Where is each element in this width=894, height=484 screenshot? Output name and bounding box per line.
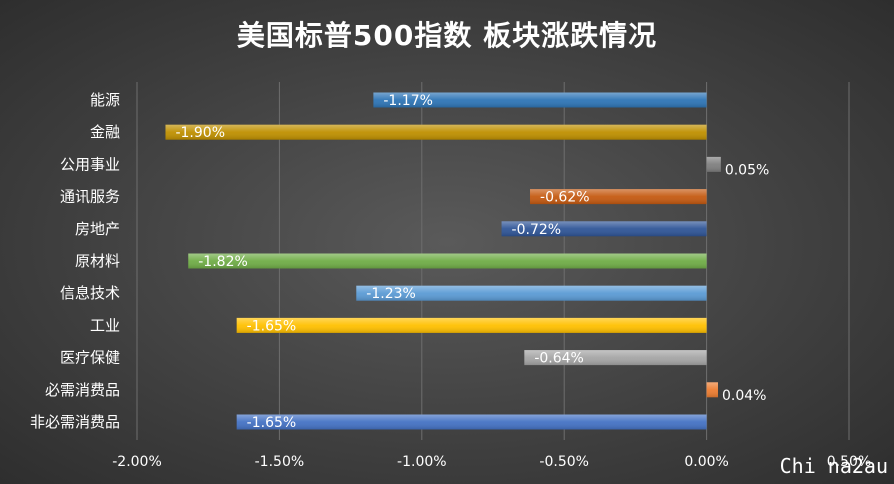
x-tick-label: 0.50% [827, 454, 871, 470]
category-label: 非必需消费品 [30, 413, 120, 431]
category-label: 医疗保健 [60, 349, 120, 367]
data-label: -0.64% [534, 351, 584, 367]
bar-shine [501, 221, 707, 237]
chart-title: 美国标普500指数 板块涨跌情况 [236, 19, 658, 52]
data-label: -1.82% [198, 254, 248, 270]
category-label: 能源 [90, 91, 120, 109]
data-label: -1.65% [247, 318, 297, 334]
category-label: 信息技术 [60, 284, 120, 302]
bar-shine [236, 317, 707, 333]
category-label: 金融 [90, 123, 120, 141]
bar-shine [706, 156, 721, 172]
data-label: -1.23% [366, 286, 416, 302]
category-label: 公用事业 [60, 155, 120, 173]
x-tick-label: -1.00% [397, 454, 447, 470]
bar-shine [188, 253, 707, 269]
bar-shine [373, 92, 707, 108]
bar-shine [165, 124, 707, 140]
bar-shine [236, 414, 707, 430]
x-tick-label: -1.50% [255, 454, 305, 470]
data-label: -0.62% [540, 190, 590, 206]
bar-shine [524, 350, 707, 366]
bar-shine [356, 285, 707, 301]
data-label: 0.04% [722, 388, 766, 404]
category-label: 工业 [90, 316, 120, 334]
x-tick-label: 0.00% [684, 454, 728, 470]
data-label: -1.65% [247, 415, 297, 431]
watermark: Chi na2au [779, 454, 888, 478]
category-label: 房地产 [75, 220, 120, 238]
x-tick-label: -0.50% [539, 454, 589, 470]
x-tick-label: -2.00% [112, 454, 162, 470]
bar-shine [706, 382, 718, 398]
data-label: -0.72% [512, 222, 562, 238]
category-label: 原材料 [75, 252, 120, 270]
data-label: -1.17% [383, 93, 433, 109]
category-label: 必需消费品 [45, 381, 120, 399]
data-label: 0.05% [725, 162, 769, 178]
bar-shine [530, 189, 707, 205]
category-label: 通讯服务 [60, 188, 120, 206]
data-label: -1.90% [175, 125, 225, 141]
